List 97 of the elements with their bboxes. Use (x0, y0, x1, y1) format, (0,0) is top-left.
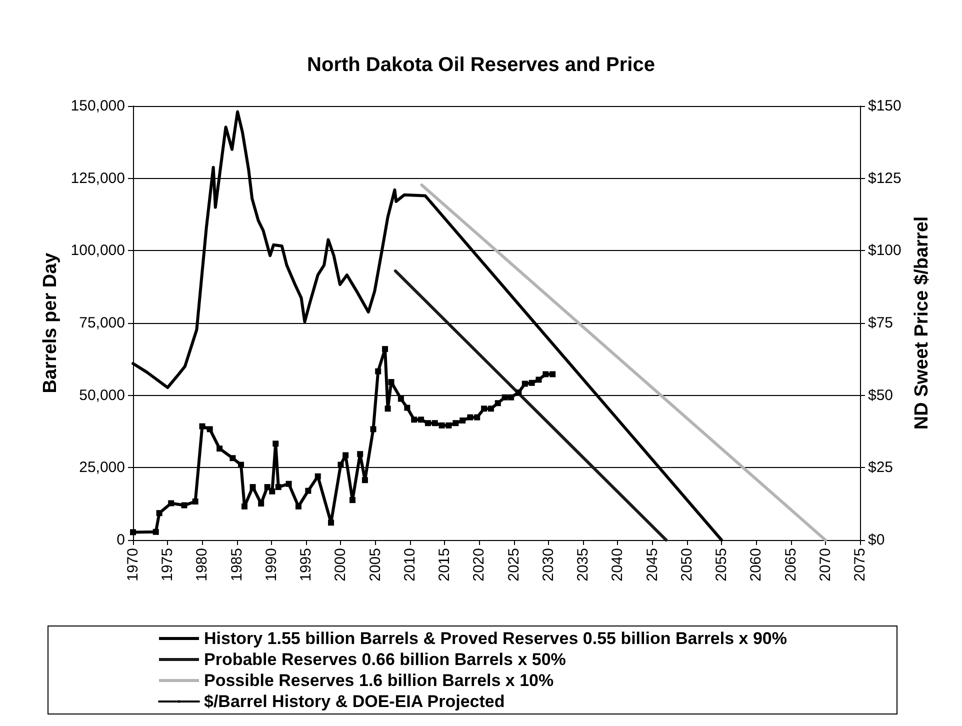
x-tick-label: 2035 (574, 548, 592, 582)
point (362, 477, 368, 484)
point (130, 529, 136, 536)
legend-label: History 1.55 billion Barrels & Proved Reserves 0.55 billion Barrels x 90% (204, 629, 787, 648)
x-tick-label: 2070 (816, 548, 834, 582)
y2-tick-label: $25 (868, 459, 894, 476)
x-tick-label: 1975 (159, 548, 176, 582)
point (502, 394, 508, 400)
x-tick-label: 1980 (194, 548, 211, 582)
point (467, 414, 474, 420)
point (168, 500, 174, 506)
y2-tick-label: $100 (868, 242, 902, 260)
point (269, 488, 276, 494)
point (241, 503, 248, 510)
x-tick-label: 1970 (124, 548, 142, 582)
x-tick-label: 2005 (366, 548, 384, 582)
x-tick-label: 2045 (644, 548, 661, 582)
y-tick-label: 50,000 (79, 386, 125, 404)
x-tick-label: 2015 (436, 548, 454, 582)
legend-label: Possible Reserves 1.6 billion Barrels x 10% (204, 671, 554, 690)
y-tick-label: 150,000 (70, 98, 125, 114)
point (488, 406, 494, 412)
point (305, 488, 312, 494)
y2-tick-label: $0 (868, 532, 885, 548)
point (404, 404, 410, 411)
point (328, 520, 334, 526)
x-tick-label: 2065 (782, 548, 800, 582)
point (452, 420, 459, 426)
point (528, 380, 535, 386)
x-tick-label: 1990 (262, 548, 280, 582)
point (411, 416, 418, 423)
point (550, 371, 556, 378)
chart-title: North Dakota Oil Reserves and Price (307, 54, 655, 76)
x-tick-label: 2060 (748, 548, 765, 582)
point (206, 426, 213, 432)
y-tick-label: 125,000 (70, 170, 125, 187)
point (349, 497, 356, 504)
point (516, 389, 522, 396)
y2-tick-label: $50 (868, 386, 894, 404)
point (418, 416, 424, 423)
point (357, 451, 364, 458)
point (264, 484, 270, 490)
point (275, 484, 282, 490)
x-tick-label: 2000 (332, 548, 350, 582)
point (314, 473, 321, 480)
point (375, 368, 382, 374)
point (382, 346, 388, 352)
x-tick-label: 1985 (228, 548, 246, 582)
point (424, 420, 431, 426)
point (384, 406, 391, 412)
y-tick-label: 100,000 (70, 242, 125, 260)
x-tick-label: 2010 (401, 548, 418, 582)
y2-tick-label: $125 (868, 170, 902, 187)
point (152, 528, 159, 535)
y2-axis-title: ND Sweet Price $/barrel (911, 216, 932, 430)
point (370, 426, 376, 432)
x-tick-label: 2020 (470, 548, 488, 582)
x-tick-label: 2040 (609, 548, 626, 582)
x-tick-label: 2055 (713, 548, 730, 582)
point (230, 455, 236, 462)
point (192, 498, 198, 505)
x-tick-label: 1995 (298, 548, 315, 582)
x-tick-label: 2025 (505, 548, 522, 582)
point (474, 414, 480, 420)
x-tick-label: 2050 (678, 548, 696, 582)
y2-tick-label: $150 (868, 98, 902, 114)
legend-label: Probable Reserves 0.66 billion Barrels x 50% (204, 650, 566, 669)
y-tick-label: 75,000 (79, 314, 125, 332)
legend-label: $/Barrel History & DOE-EIA Projected (204, 692, 505, 711)
x-tick-label: 2030 (540, 548, 557, 582)
y-tick-label: 0 (116, 532, 125, 548)
y2-tick-label: $75 (868, 314, 894, 332)
point (216, 446, 223, 452)
point (536, 376, 542, 383)
point (542, 371, 549, 378)
point (250, 484, 256, 490)
point (199, 423, 206, 430)
y-axis-title: Barrels per Day (40, 252, 61, 394)
point (398, 396, 404, 402)
point (438, 422, 445, 428)
y-tick-label: 25,000 (79, 459, 125, 476)
point (342, 452, 349, 458)
point (508, 394, 514, 400)
point (481, 406, 488, 412)
point (272, 440, 279, 447)
point (156, 510, 162, 516)
point (388, 379, 394, 386)
point (494, 400, 501, 406)
point (432, 420, 438, 426)
point (522, 380, 528, 387)
point (181, 502, 188, 508)
point (460, 418, 466, 424)
point (258, 500, 264, 507)
point (295, 503, 302, 510)
point (446, 422, 452, 428)
point (286, 480, 292, 487)
x-tick-label: 2075 (852, 548, 868, 582)
